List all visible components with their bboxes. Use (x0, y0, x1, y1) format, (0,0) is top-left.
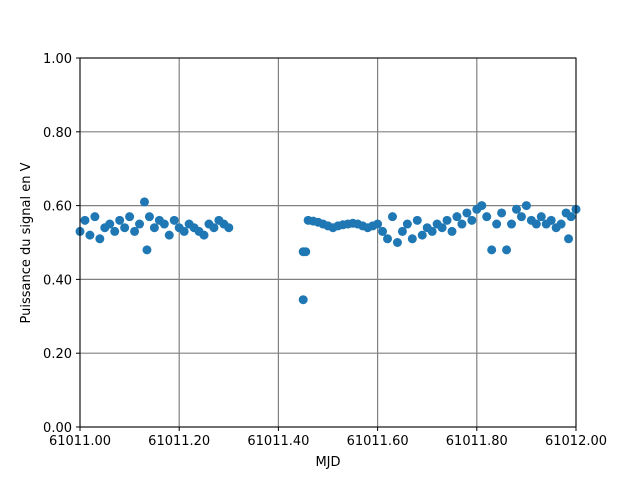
point (130, 226, 140, 236)
point (144, 212, 154, 222)
point (224, 223, 234, 233)
point (511, 204, 521, 214)
point (507, 219, 517, 229)
x-tick-label: 61011.40 (247, 434, 309, 449)
point (516, 212, 526, 222)
point (135, 219, 145, 229)
point (80, 215, 90, 225)
point (536, 212, 546, 222)
y-tick-label: 1.00 (43, 52, 72, 67)
point (442, 215, 452, 225)
point (502, 245, 512, 255)
point (115, 215, 125, 225)
y-tick-label: 0.80 (43, 126, 72, 141)
point (521, 201, 531, 211)
point (417, 230, 427, 240)
point (407, 234, 417, 244)
point (179, 226, 189, 236)
point (383, 234, 393, 244)
point (487, 245, 497, 255)
point (120, 223, 130, 233)
plot-frame (79, 57, 577, 428)
y-tick-label: 0.20 (43, 347, 72, 362)
y-axis-label: Puissance du signal en V (19, 162, 34, 323)
point (412, 215, 422, 225)
point (556, 219, 566, 229)
point (378, 226, 388, 236)
x-tick-label: 61012.00 (545, 434, 607, 449)
point (164, 230, 174, 240)
point (110, 226, 120, 236)
point (105, 219, 115, 229)
point (492, 219, 502, 229)
point (447, 226, 457, 236)
point (142, 245, 152, 255)
point (402, 219, 412, 229)
point (85, 230, 95, 240)
x-tick-label: 61011.00 (49, 434, 111, 449)
point (95, 234, 105, 244)
point (531, 219, 541, 229)
ticks: 61011.00 61011.20 61011.40 61011.60 61011.80… (43, 52, 607, 449)
point (477, 201, 487, 211)
point (462, 208, 472, 218)
point (301, 247, 311, 257)
point (298, 295, 308, 305)
point (199, 230, 209, 240)
point (566, 212, 576, 222)
y-tick-label: 0.60 (43, 200, 72, 215)
points (75, 197, 581, 305)
point (169, 215, 179, 225)
point (387, 212, 397, 222)
point (209, 223, 219, 233)
point (427, 226, 437, 236)
point (457, 219, 467, 229)
x-tick-label: 61011.20 (148, 434, 210, 449)
point (397, 226, 407, 236)
x-tick-label: 61011.60 (347, 434, 409, 449)
point (373, 219, 383, 229)
y-tick-label: 0.40 (43, 273, 72, 288)
x-tick-label: 61011.80 (446, 434, 508, 449)
x-axis-label: MJD (315, 455, 340, 470)
point (437, 223, 447, 233)
point (497, 208, 507, 218)
point (564, 234, 574, 244)
y-tick-label: 0.00 (43, 421, 72, 436)
point (159, 219, 169, 229)
point (149, 223, 159, 233)
point (482, 212, 492, 222)
point (392, 238, 402, 247)
point (90, 212, 100, 222)
grid (79, 57, 577, 428)
point (452, 212, 462, 222)
point (467, 215, 477, 225)
point (139, 197, 149, 207)
point (546, 215, 556, 225)
point (125, 212, 135, 222)
